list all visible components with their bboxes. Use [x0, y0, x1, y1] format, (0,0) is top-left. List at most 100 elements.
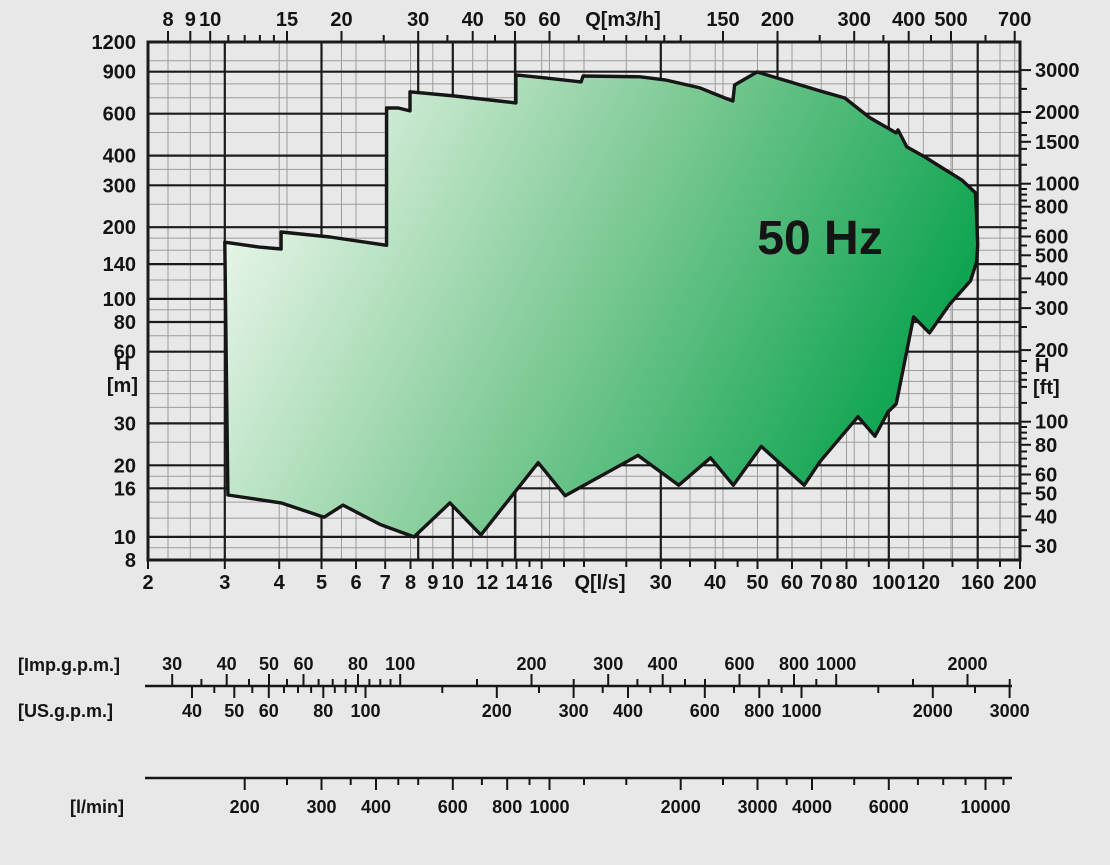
tick-label-bottom: 6 [350, 572, 361, 594]
scale-tick-label: 1000 [529, 797, 569, 817]
tick-label-bottom: 100 [872, 572, 905, 594]
scale-tick-label: 400 [361, 797, 391, 817]
conversion-scale-l-min: 200 300 400 600 800 1000 2000 3000 4000 6000 10000 [145, 776, 1012, 817]
tick-label-top: 30 [407, 9, 429, 31]
scale-tick-label: 800 [744, 701, 774, 721]
tick-label-left: 1200 [92, 32, 137, 54]
tick-label-top: 200 [761, 9, 794, 31]
tick-label-bottom: 4 [274, 572, 286, 594]
scale-us-gpm-label: [US.g.p.m.] [18, 701, 113, 721]
scale-tick-label: 2000 [947, 654, 987, 674]
tick-label-left: 600 [103, 104, 136, 126]
scale-tick-label: 3000 [990, 701, 1030, 721]
tick-label-right: 50 [1035, 483, 1057, 505]
tick-label-left: 300 [103, 175, 136, 197]
scale-imp-gpm-label: [Imp.g.p.m.] [18, 655, 120, 675]
axis-top-flow-m3h: 8 9 10 15 20 30 40 50 60 150 200 300 400 500 700 [162, 9, 1031, 41]
tick-label-right: 3000 [1035, 60, 1080, 82]
scale-tick-label: 60 [259, 701, 279, 721]
scale-tick-label: 400 [613, 701, 643, 721]
tick-label-right: 60 [1035, 465, 1057, 487]
scale-tick-label: 300 [593, 654, 623, 674]
tick-label-top: 150 [706, 9, 739, 31]
frequency-label: 50 Hz [757, 212, 882, 265]
tick-label-right: 1500 [1035, 132, 1080, 154]
tick-label-right: 500 [1035, 245, 1068, 267]
scale-tick-label: 30 [162, 654, 182, 674]
tick-label-top: 400 [892, 9, 925, 31]
tick-label-left: 400 [103, 146, 136, 168]
scale-tick-label: 10000 [960, 797, 1010, 817]
scale-tick-label: 200 [482, 701, 512, 721]
tick-label-right: 1000 [1035, 174, 1080, 196]
tick-label-left: 200 [103, 217, 136, 239]
tick-label-bottom: 8 [405, 572, 416, 594]
tick-label-left: 100 [103, 289, 136, 311]
scale-tick-label: 2000 [913, 701, 953, 721]
tick-label-right: 300 [1035, 298, 1068, 320]
tick-label-bottom: 120 [907, 572, 940, 594]
tick-label-top: 9 [185, 9, 196, 31]
tick-label-right: 400 [1035, 268, 1068, 290]
tick-label-bottom: 10 [442, 572, 464, 594]
scale-tick-label: 100 [385, 654, 415, 674]
conversion-scale-imp-gpm: 30 40 50 60 80 100 200 300 400 600 800 1000 2000 [145, 654, 1012, 688]
tick-label-bottom: 40 [704, 572, 726, 594]
tick-label-left: 60 [114, 342, 136, 364]
tick-label-bottom: 14 [505, 572, 528, 594]
tick-label-right: 200 [1035, 340, 1068, 362]
scale-tick-label: 800 [779, 654, 809, 674]
scale-tick-label: 200 [516, 654, 546, 674]
scale-tick-label: 800 [492, 797, 522, 817]
axis-bottom-flow-ls: 2 3 4 5 6 7 8 9 10 12 14 16 30 40 50 60 70 80 100 120 160 200 [142, 561, 1037, 594]
tick-label-left: 80 [114, 312, 136, 334]
tick-label-bottom: 9 [427, 572, 438, 594]
scale-tick-label: 1000 [816, 654, 856, 674]
conversion-scale-us-gpm: 40 50 60 80 100 200 300 400 600 800 1000 2000 3000 [182, 686, 1030, 721]
tick-label-left: 10 [114, 527, 136, 549]
tick-label-top: 60 [538, 9, 560, 31]
scale-tick-label: 300 [559, 701, 589, 721]
scale-l-min-label: [l/min] [70, 797, 124, 817]
tick-label-top: 300 [838, 9, 871, 31]
axis-bottom-unit-label: Q[l/s] [574, 572, 625, 594]
operating-envelope-area [223, 70, 980, 539]
tick-label-right: 600 [1035, 227, 1068, 249]
tick-label-right: 40 [1035, 506, 1057, 528]
tick-label-bottom: 5 [316, 572, 327, 594]
tick-label-bottom: 80 [835, 572, 857, 594]
tick-label-bottom: 200 [1003, 572, 1036, 594]
tick-label-right: 2000 [1035, 102, 1080, 124]
scale-tick-label: 600 [438, 797, 468, 817]
scale-tick-label: 1000 [781, 701, 821, 721]
axis-left-unit-label-m: [m] [107, 375, 138, 397]
tick-label-bottom: 12 [476, 572, 498, 594]
tick-label-left: 140 [103, 254, 136, 276]
tick-label-top: 40 [462, 9, 484, 31]
scale-tick-label: 3000 [737, 797, 777, 817]
tick-label-left: 900 [103, 62, 136, 84]
tick-label-top: 500 [934, 9, 967, 31]
tick-label-right: 30 [1035, 536, 1057, 558]
scale-tick-label: 50 [224, 701, 244, 721]
scale-tick-label: 100 [350, 701, 380, 721]
axis-right-unit-label-h: H [1035, 355, 1049, 377]
scale-tick-label: 80 [313, 701, 333, 721]
tick-label-bottom: 70 [810, 572, 832, 594]
tick-label-right: 100 [1035, 412, 1068, 434]
tick-label-top: 10 [199, 9, 221, 31]
tick-label-top: 700 [998, 9, 1031, 31]
scale-tick-label: 200 [230, 797, 260, 817]
scale-tick-label: 6000 [869, 797, 909, 817]
scale-tick-label: 40 [182, 701, 202, 721]
axis-top-unit-label: Q[m3/h] [585, 9, 661, 31]
scale-tick-label: 40 [217, 654, 237, 674]
tick-label-top: 15 [276, 9, 298, 31]
tick-label-bottom: 3 [219, 572, 230, 594]
plot-border [146, 40, 1022, 562]
tick-label-bottom: 160 [961, 572, 994, 594]
tick-label-left: 16 [114, 478, 136, 500]
